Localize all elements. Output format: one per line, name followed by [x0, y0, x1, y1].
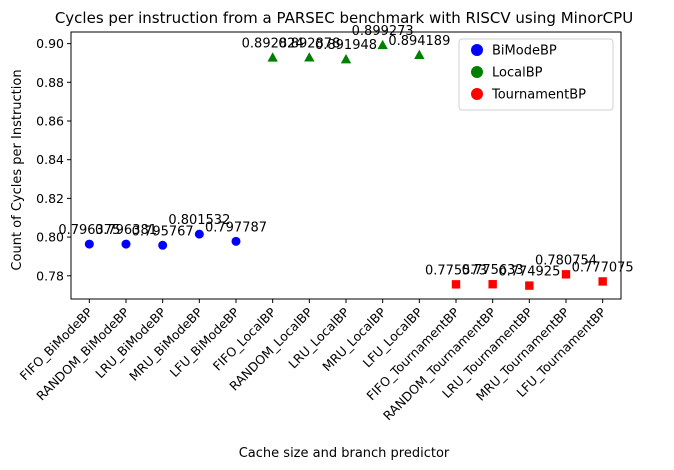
data-label: 0.777075	[572, 260, 634, 275]
y-tick-label: 0.90	[36, 36, 64, 51]
point-bimodebp-lru_bimodebp	[158, 240, 168, 250]
data-label: 0.795767	[132, 224, 194, 239]
legend-box	[458, 38, 614, 111]
point-bimodebp-random_bimodebp	[121, 239, 131, 249]
legend-marker-localbp	[471, 66, 483, 78]
y-axis-title: Count of Cycles per Instruction	[10, 69, 25, 270]
data-label: 0.892824	[242, 36, 304, 51]
point-localbp-random_localbp	[304, 52, 315, 62]
point-localbp-fifo_localbp	[267, 52, 278, 62]
data-label: 0.891948	[315, 38, 377, 53]
point-localbp-mru_localbp	[377, 39, 388, 50]
legend-label-bimodebp: BiModeBP	[492, 44, 557, 59]
data-label: 0.774925	[498, 265, 560, 280]
point-localbp-lfu_localbp	[414, 49, 425, 60]
legend-marker-tournamentbp	[471, 88, 483, 100]
point-localbp-lru_localbp	[340, 53, 352, 64]
legend: BiModeBP LocalBP TournamentBP	[458, 38, 614, 111]
point-bimodebp-mru_bimodebp	[194, 229, 204, 239]
point-tournamentbp-random_tournamentbp	[488, 280, 497, 289]
data-points	[84, 39, 607, 290]
point-tournamentbp-mru_tournamentbp	[561, 270, 571, 279]
data-label: 0.775633	[462, 263, 524, 278]
data-labels: 0.7963750.7963810.7957670.8015320.797787…	[58, 24, 633, 280]
y-tick-label: 0.88	[36, 75, 64, 90]
data-label: 0.775573	[425, 263, 487, 278]
x-axis-ticks: FIFO_BiModeBPRANDOM_BiModeBPLRU_BiModeBP…	[17, 299, 609, 423]
point-bimodebp-fifo_bimodebp	[84, 239, 94, 249]
data-label: 0.899273	[352, 24, 414, 39]
data-label: 0.894189	[388, 34, 450, 49]
data-label: 0.892878	[278, 36, 340, 51]
point-tournamentbp-lru_tournamentbp	[525, 281, 534, 290]
data-label: 0.797787	[205, 220, 267, 235]
data-label: 0.796375	[58, 223, 120, 238]
point-tournamentbp-fifo_tournamentbp	[451, 280, 461, 289]
point-bimodebp-lfu_bimodebp	[231, 236, 241, 246]
legend-label-tournamentbp: TournamentBP	[491, 88, 586, 103]
y-tick-label: 0.82	[36, 191, 64, 206]
point-tournamentbp-lfu_tournamentbp	[598, 277, 607, 286]
y-tick-label: 0.84	[36, 152, 64, 167]
y-tick-label: 0.78	[36, 268, 64, 283]
y-axis-ticks: 0.78 0.80 0.82 0.84 0.86 0.88 0.90	[36, 36, 71, 283]
legend-marker-bimodebp	[471, 44, 483, 56]
data-label: 0.801532	[168, 213, 230, 228]
data-label: 0.780754	[535, 253, 597, 268]
y-tick-label: 0.86	[36, 114, 64, 129]
y-tick-label: 0.80	[36, 230, 64, 245]
x-axis-title: Cache size and branch predictor	[239, 446, 450, 461]
legend-label-localbp: LocalBP	[492, 66, 543, 81]
data-label: 0.796381	[95, 223, 157, 238]
x-tick-label: MRU_LocalBP	[319, 304, 389, 374]
chart-title: Cycles per instruction from a PARSEC ben…	[55, 9, 633, 27]
